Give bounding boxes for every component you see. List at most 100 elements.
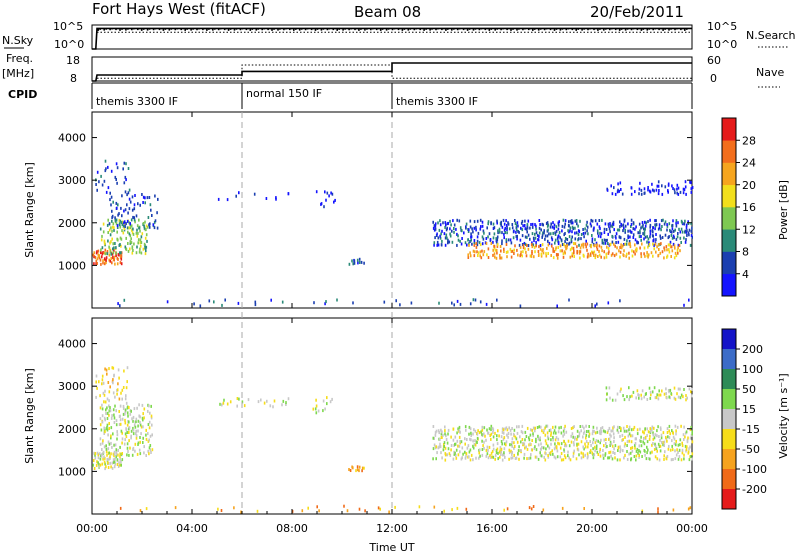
scatter-cell [112,366,115,370]
time-axis: 00:00 04:00 08:00 12:00 16:00 20:00 00:00 [76,112,708,535]
scatter-cell [465,428,467,432]
scatter-cell [104,467,106,471]
scatter-cell [596,247,599,251]
nsky-line [92,27,692,50]
scatter-cell [619,450,621,454]
scatter-cell [99,394,101,398]
scatter-cell [524,219,526,223]
freq-line [92,62,692,82]
scatter-cell [688,228,691,232]
scatter-cell [562,218,565,222]
scatter-cell [125,178,127,182]
scatter-cell [643,431,645,435]
scatter-cell [532,432,534,436]
scatter-cell [572,454,575,458]
scatter-cell [496,235,499,239]
scatter-cell [667,435,669,439]
scatter-cell [135,420,137,424]
scatter-cell [560,442,563,446]
scatter-cell [658,458,661,462]
scatter-cell [497,231,499,235]
scatter-cell [315,404,318,408]
scatter-cell [126,411,129,415]
scatter-cell [613,436,615,440]
scatter-cell [494,248,497,252]
scatter-cell [444,446,447,450]
scatter-cell [642,430,644,434]
scatter-cell [99,417,102,421]
scatter-cell [243,404,246,408]
scatter-cell [514,244,516,248]
scatter-cell [666,228,668,232]
scatter-cell [688,233,690,237]
scatter-cell [589,449,592,453]
scatter-cell [504,231,506,234]
scatter-cell [682,191,685,195]
scatter-cell [545,252,547,256]
scatter-cell [599,429,601,433]
scatter-cell [501,442,503,446]
scatter-cell [690,222,692,226]
scatter-cell [437,429,440,433]
scatter-cell [609,396,611,400]
scatter-cell [537,457,540,461]
scatter-cell [618,235,621,239]
scatter-cell [608,386,611,390]
scatter-cell [441,239,443,243]
colorbar-tick-label: 15 [742,403,756,416]
scatter-cell [643,227,645,231]
scatter-cell [539,454,542,458]
scatter-cell [535,224,537,228]
colorbar-band [722,429,736,450]
scatter-cell [219,402,221,406]
scatter-cell [111,366,114,370]
scatter-cell [112,378,114,382]
scatter-cell [592,447,594,451]
scatter-cell [506,433,508,437]
scatter-cell [495,237,497,241]
scatter-cell [554,231,556,235]
station-title: Fort Hays West (fitACF) [92,0,266,18]
scatter-cell [107,165,109,169]
scatter-cell [240,510,242,514]
scatter-cell [473,241,476,245]
scatter-cell [496,238,499,242]
scatter-cell [568,220,570,224]
scatter-cell [104,462,106,466]
scatter-cell [554,438,557,442]
scatter-cell [466,438,468,441]
scatter-cell [533,239,535,243]
scatter-cell [546,234,549,238]
scatter-cell [105,167,107,171]
scatter-cell [117,465,120,468]
scatter-cell [676,191,678,195]
scatter-cell [678,448,681,452]
scatter-cell [685,398,687,402]
scatter-cell [601,241,604,245]
scatter-cell [94,456,97,460]
scatter-cell [489,454,491,458]
scatter-cell [677,243,680,247]
scatter-cell [610,442,613,446]
scatter-cell [596,302,598,306]
y-tick-label: 3000 [58,174,86,187]
scatter-cell [495,248,498,252]
scatter-cell [444,429,446,433]
scatter-cell [585,239,587,243]
scatter-cell [647,430,650,434]
scatter-cell [475,242,477,246]
scatter-cell [116,226,119,229]
scatter-cell [686,445,688,449]
scatter-cell [525,445,527,449]
scatter-cell [553,226,555,230]
scatter-cell [663,392,666,396]
scatter-cell [470,434,472,437]
scatter-cell [600,232,603,236]
scatter-cell [464,456,467,460]
scatter-cell [528,443,530,447]
nsky-frame [91,24,693,50]
scatter-cell [665,387,667,391]
scatter-cell [572,426,574,430]
scatter-cell [596,243,598,247]
scatter-cell [604,452,607,456]
